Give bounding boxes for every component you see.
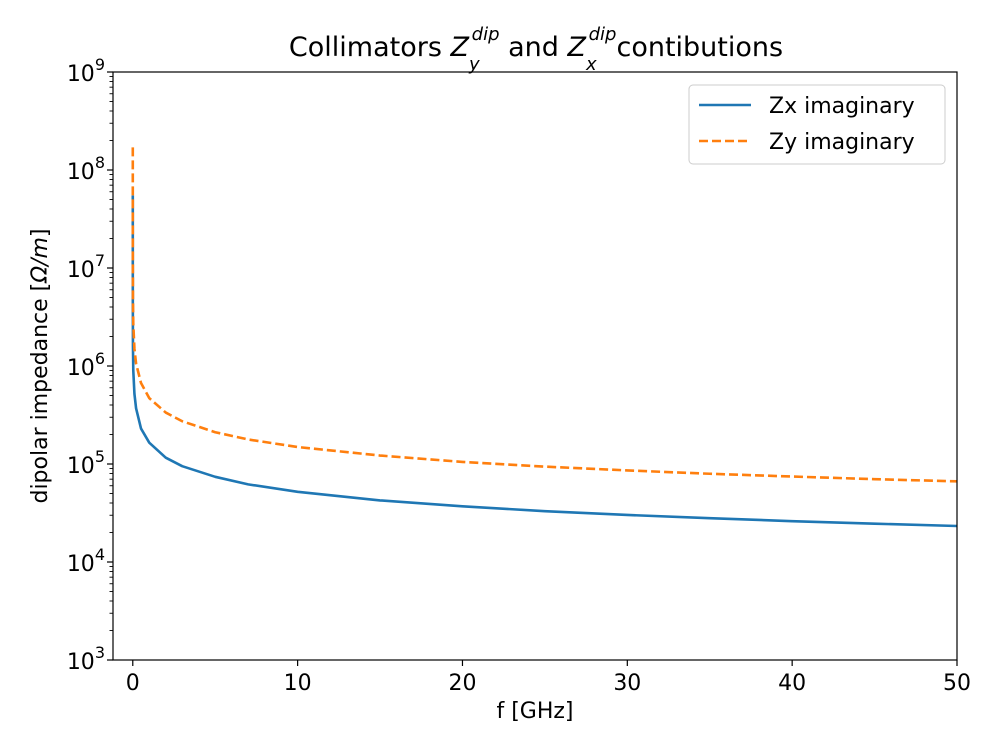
series-line-2 [131, 147, 957, 483]
y-axis: 103 104 105 106 107 108 109 [67, 55, 113, 675]
x-tick-label: 40 [778, 671, 806, 696]
legend: Zx imaginary Zy imaginary [688, 84, 946, 165]
x-axis-label: f [GHz] [496, 699, 573, 724]
chart-title: Collimators Zydip and Zxdipcontibutions [289, 24, 783, 75]
legend-label-2: Zy imaginary [769, 130, 915, 155]
x-tick-label: 50 [943, 671, 971, 696]
y-tick-label: 105 [67, 447, 105, 479]
legend-box [688, 84, 946, 165]
series-line-1 [131, 195, 957, 528]
x-tick-label: 0 [126, 671, 140, 696]
y-tick-label: 104 [67, 545, 105, 577]
x-tick-label: 30 [613, 671, 641, 696]
legend-label-1: Zx imaginary [769, 94, 915, 119]
y-tick-label: 109 [67, 55, 105, 87]
y-axis-label: dipolar impedance [Ω/m] [28, 228, 53, 503]
x-tick-label: 20 [448, 671, 476, 696]
y-tick-label: 108 [67, 153, 105, 185]
x-axis: 0 10 20 30 40 50 [126, 660, 971, 696]
y-tick-label: 103 [67, 643, 105, 675]
x-tick-label: 10 [284, 671, 312, 696]
y-tick-label: 106 [67, 349, 105, 381]
y-tick-label: 107 [67, 251, 105, 283]
